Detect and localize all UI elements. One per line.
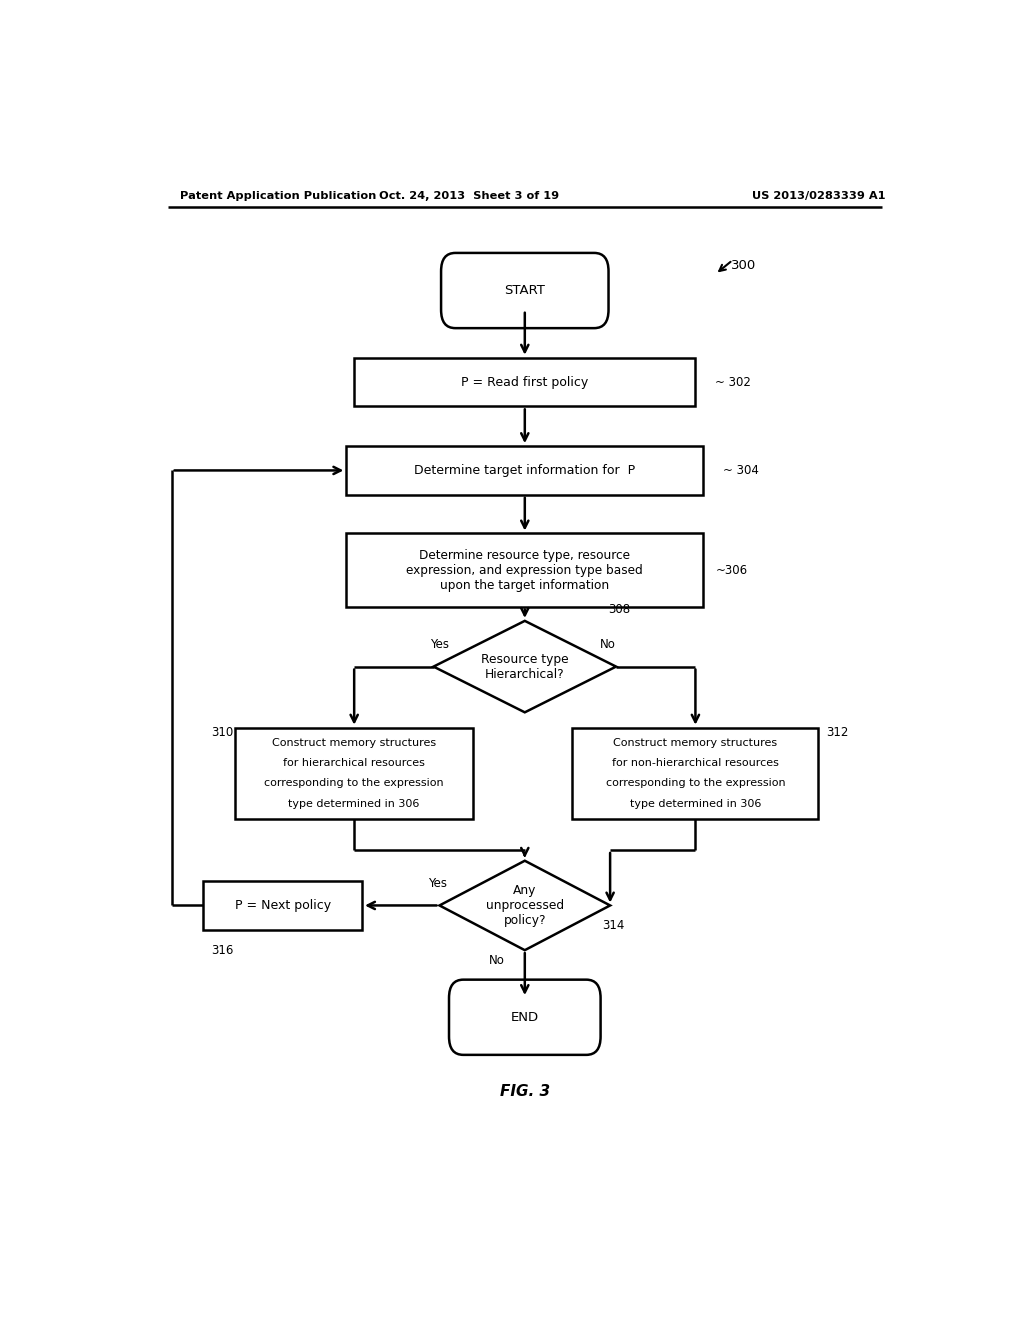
Text: No: No xyxy=(489,954,505,966)
Text: END: END xyxy=(511,1011,539,1024)
Text: ~ 304: ~ 304 xyxy=(723,463,759,477)
Text: Oct. 24, 2013  Sheet 3 of 19: Oct. 24, 2013 Sheet 3 of 19 xyxy=(379,191,559,201)
Text: Resource type
Hierarchical?: Resource type Hierarchical? xyxy=(481,652,568,681)
FancyBboxPatch shape xyxy=(441,253,608,329)
Text: Determine resource type, resource
expression, and expression type based
upon the: Determine resource type, resource expres… xyxy=(407,549,643,591)
FancyBboxPatch shape xyxy=(204,880,362,929)
FancyBboxPatch shape xyxy=(346,446,703,495)
Text: corresponding to the expression: corresponding to the expression xyxy=(605,779,785,788)
Text: FIG. 3: FIG. 3 xyxy=(500,1084,550,1100)
Text: P = Read first policy: P = Read first policy xyxy=(461,375,589,388)
Text: Determine target information for  P: Determine target information for P xyxy=(415,463,635,477)
FancyBboxPatch shape xyxy=(354,358,695,407)
Text: 300: 300 xyxy=(731,259,757,272)
Text: P = Next policy: P = Next policy xyxy=(234,899,331,912)
Text: Construct memory structures: Construct memory structures xyxy=(272,738,436,748)
Text: ~ 302: ~ 302 xyxy=(715,375,752,388)
Text: 312: 312 xyxy=(826,726,849,739)
Text: corresponding to the expression: corresponding to the expression xyxy=(264,779,444,788)
Text: START: START xyxy=(505,284,545,297)
Text: 316: 316 xyxy=(211,944,233,957)
Text: for hierarchical resources: for hierarchical resources xyxy=(284,758,425,768)
Text: Construct memory structures: Construct memory structures xyxy=(613,738,777,748)
Text: for non-hierarchical resources: for non-hierarchical resources xyxy=(612,758,779,768)
FancyBboxPatch shape xyxy=(572,727,818,818)
Polygon shape xyxy=(433,620,616,713)
FancyBboxPatch shape xyxy=(236,727,473,818)
Text: type determined in 306: type determined in 306 xyxy=(630,799,761,809)
FancyBboxPatch shape xyxy=(449,979,601,1055)
Text: Yes: Yes xyxy=(428,876,447,890)
Text: 308: 308 xyxy=(608,603,630,615)
Text: ~306: ~306 xyxy=(715,564,748,577)
Text: US 2013/0283339 A1: US 2013/0283339 A1 xyxy=(752,191,885,201)
FancyBboxPatch shape xyxy=(346,533,703,607)
Polygon shape xyxy=(439,861,610,950)
Text: No: No xyxy=(600,638,616,651)
Text: 310: 310 xyxy=(211,726,233,739)
Text: Any
unprocessed
policy?: Any unprocessed policy? xyxy=(485,884,564,927)
Text: Yes: Yes xyxy=(430,638,450,651)
Text: Patent Application Publication: Patent Application Publication xyxy=(179,191,376,201)
Text: 314: 314 xyxy=(602,919,625,932)
Text: type determined in 306: type determined in 306 xyxy=(289,799,420,809)
